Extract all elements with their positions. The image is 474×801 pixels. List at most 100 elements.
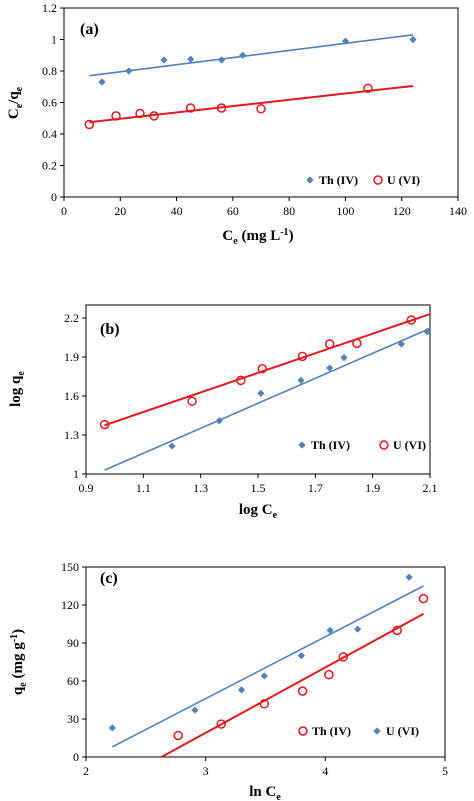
data-point <box>326 626 334 634</box>
data-point <box>297 652 305 660</box>
legend-marker <box>373 727 381 735</box>
series-th-iv: Th (IV) <box>89 33 417 187</box>
data-point <box>418 593 429 604</box>
y-tick-label: 90 <box>67 636 79 650</box>
data-point <box>125 67 133 75</box>
data-point <box>111 111 121 121</box>
plot-frame <box>85 566 446 758</box>
legend-marker <box>373 175 383 185</box>
data-point <box>168 442 176 450</box>
data-point <box>99 419 110 430</box>
data-point <box>406 315 417 325</box>
x-tick-label: 60 <box>227 204 239 218</box>
x-tick-label: 5 <box>442 764 448 778</box>
y-tick-label: 150 <box>61 560 79 574</box>
legend-label: U (VI) <box>393 438 426 452</box>
plot-frame <box>85 304 431 475</box>
data-point <box>239 51 247 59</box>
y-axis-label: qe (mg g-1) <box>9 629 29 695</box>
y-tick-label: 1 <box>73 467 79 481</box>
data-point <box>341 37 350 45</box>
x-tick-label: 20 <box>114 204 126 218</box>
x-tick-label: 1.5 <box>251 481 266 495</box>
y-tick-label: 120 <box>61 598 79 612</box>
data-point <box>297 376 305 384</box>
panel-label: (c) <box>100 570 118 587</box>
x-tick-label: 4 <box>322 764 328 778</box>
data-point <box>326 364 334 372</box>
x-axis-label: log Ce <box>239 502 278 521</box>
data-point <box>409 35 417 44</box>
legend-label: Th (IV) <box>311 438 350 452</box>
y-tick-label: 0.6 <box>42 96 57 110</box>
data-point <box>187 396 197 406</box>
x-tick-label: 100 <box>336 204 354 218</box>
x-tick-label: 0.9 <box>79 481 94 495</box>
x-tick-label: 0 <box>61 204 67 218</box>
data-point <box>215 417 223 425</box>
y-tick-label: 0.4 <box>42 127 57 141</box>
x-axis-label: Ce (mg L-1) <box>222 227 293 247</box>
y-tick-label: 0 <box>51 190 57 204</box>
y-tick-label: 60 <box>67 674 79 688</box>
legend-marker <box>306 176 314 184</box>
series-th-iv: Th (IV) <box>160 593 429 758</box>
legend-label: U (VI) <box>387 173 420 187</box>
data-point <box>237 686 246 694</box>
data-point <box>216 103 227 113</box>
data-point <box>191 706 199 714</box>
y-tick-label: 30 <box>67 712 79 726</box>
x-tick-label: 40 <box>171 204 183 218</box>
x-tick-label: 3 <box>203 764 209 778</box>
data-point <box>98 78 106 86</box>
legend-marker <box>298 726 308 736</box>
data-point <box>397 340 405 348</box>
data-point <box>340 354 348 362</box>
y-tick-label: 1.2 <box>42 1 57 15</box>
y-tick-label: 0.8 <box>42 64 57 78</box>
data-point <box>363 83 373 94</box>
data-point <box>324 339 335 349</box>
series-u-vi: U (VI) <box>99 313 431 452</box>
x-tick-label: 140 <box>449 204 467 218</box>
x-tick-label: 2.1 <box>423 481 438 495</box>
trendline <box>104 327 431 471</box>
trendline <box>111 585 424 748</box>
x-tick-label: 2 <box>83 764 89 778</box>
data-point <box>256 104 266 114</box>
y-tick-label: 1.6 <box>64 389 79 403</box>
data-point <box>297 686 308 696</box>
x-axis-label: ln Ce <box>249 784 281 801</box>
data-point <box>297 351 308 362</box>
y-tick-label: 1.9 <box>64 350 79 364</box>
data-point <box>352 338 362 349</box>
data-point <box>216 719 226 729</box>
data-point <box>149 111 159 121</box>
data-point <box>354 625 362 633</box>
data-point <box>324 669 334 680</box>
legend-label: U (VI) <box>386 724 419 738</box>
x-tick-label: 1.9 <box>365 481 380 495</box>
data-point <box>257 389 265 397</box>
chart-panel-b: 0.9 1.1 1.3 1.5 1.7 1.9 2.1 1 1.3 1.6 1.9 2.2 log Ce… <box>8 304 438 521</box>
legend-label: Th (IV) <box>312 724 351 738</box>
series-th-iv: Th (IV) <box>104 327 431 471</box>
x-tick-label: 80 <box>283 204 295 218</box>
x-tick-label: 1.3 <box>193 481 208 495</box>
data-point <box>173 730 183 741</box>
data-point <box>392 625 402 636</box>
y-axis-label: Ce/qe <box>6 86 25 119</box>
y-tick-label: 0 <box>73 750 79 764</box>
x-tick-label: 120 <box>393 204 411 218</box>
data-point <box>160 56 168 64</box>
data-point <box>135 108 145 119</box>
legend-marker <box>379 440 389 450</box>
data-point <box>260 672 268 680</box>
y-tick-label: 2.2 <box>64 311 79 325</box>
trendline <box>89 33 414 77</box>
trendline <box>160 612 424 758</box>
y-axis-label: log qe <box>8 371 27 407</box>
y-tick-label: 1 <box>51 33 57 47</box>
chart-panel-c: 2 3 4 5 0 30 60 90 120 150 ln Ce qe (mg g-1) (c) Th (… <box>9 560 448 801</box>
